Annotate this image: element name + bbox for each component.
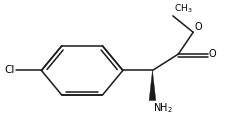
Text: O: O: [194, 22, 202, 31]
Text: NH$_2$: NH$_2$: [153, 101, 173, 115]
Polygon shape: [149, 70, 156, 100]
Text: CH$_3$: CH$_3$: [174, 3, 192, 15]
Text: Cl: Cl: [4, 65, 15, 75]
Text: O: O: [209, 49, 217, 59]
